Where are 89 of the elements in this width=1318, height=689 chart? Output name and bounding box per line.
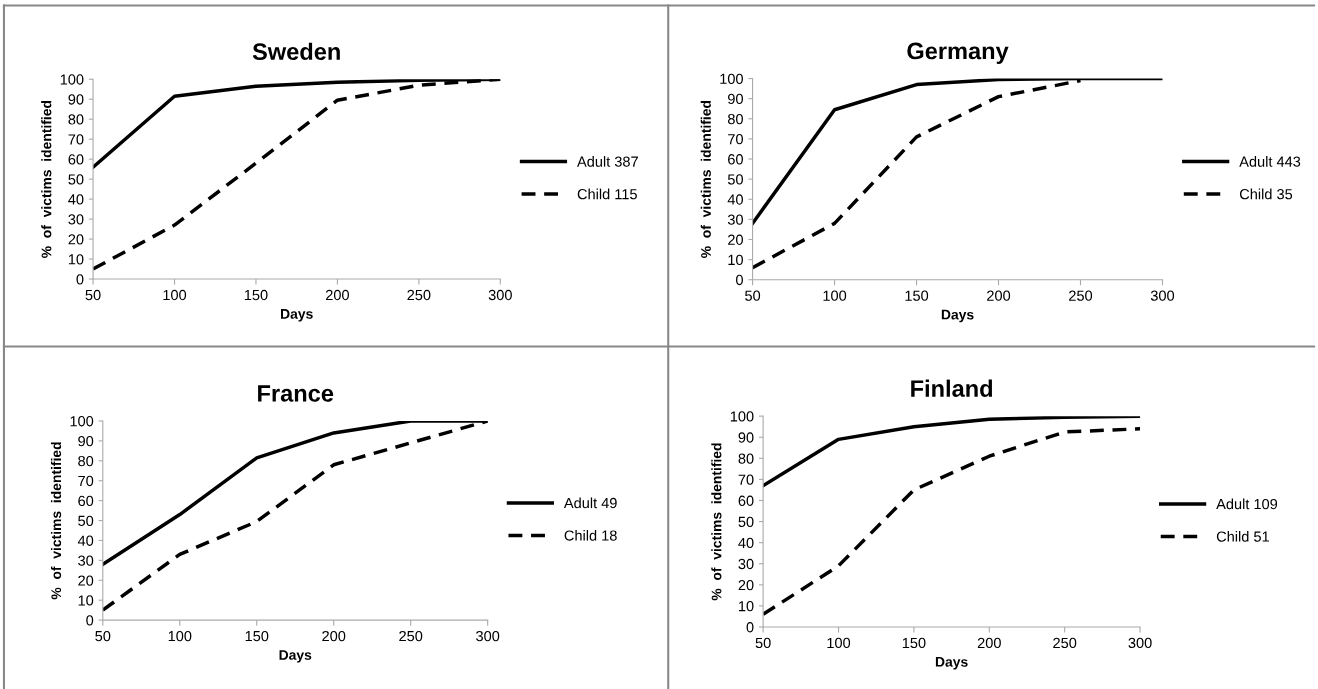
legend-label: Adult 109 xyxy=(1216,498,1278,510)
y-tick-label: 50 xyxy=(738,516,754,527)
y-tick-label: 50 xyxy=(68,174,84,185)
x-tick-label: 150 xyxy=(244,289,268,301)
y-tick-label: 70 xyxy=(78,475,94,487)
y-axis-title: % of victims identified xyxy=(711,443,722,601)
x-tick-label: 300 xyxy=(1128,637,1152,649)
y-tick-label: 0 xyxy=(86,615,94,626)
y-tick-label: 40 xyxy=(727,194,743,205)
x-tick-label: 150 xyxy=(902,637,926,649)
y-axis-title: % of victims identified xyxy=(700,100,711,258)
chart-title: Sweden xyxy=(252,42,340,61)
y-tick-label: 70 xyxy=(738,474,754,485)
x-tick-label: 200 xyxy=(325,289,349,301)
x-tick-label: 250 xyxy=(1053,637,1077,649)
x-tick-label: 200 xyxy=(322,630,346,642)
y-axis-title: % of victims identified xyxy=(41,100,52,258)
x-tick-label: 100 xyxy=(168,630,192,642)
y-tick-label: 60 xyxy=(738,495,754,506)
x-tick-label: 300 xyxy=(488,289,512,301)
y-tick-label: 100 xyxy=(70,416,94,427)
legend-label: Child 18 xyxy=(564,530,617,541)
chart-title: Finland xyxy=(911,379,993,397)
x-tick-label: 150 xyxy=(905,290,929,301)
y-tick-label: 20 xyxy=(68,234,84,245)
y-tick-label: 60 xyxy=(728,154,743,165)
y-tick-label: 20 xyxy=(728,234,743,245)
y-tick-label: 0 xyxy=(76,274,84,285)
legend-label: Adult 49 xyxy=(563,497,617,509)
y-tick-label: 90 xyxy=(78,435,94,447)
y-tick-label: 70 xyxy=(728,134,743,145)
x-tick-label: 200 xyxy=(977,637,1001,649)
y-axis-title: % of victims identified xyxy=(50,442,62,600)
legend-label: Child 51 xyxy=(1216,531,1269,542)
y-tick-label: 70 xyxy=(68,134,84,145)
y-tick-label: 50 xyxy=(727,174,743,185)
legend-label: Adult 387 xyxy=(577,156,638,167)
y-tick-label: 30 xyxy=(727,214,743,225)
y-tick-label: 10 xyxy=(728,254,743,266)
x-tick-label: 100 xyxy=(823,290,847,301)
x-tick-label: 200 xyxy=(987,290,1011,301)
x-tick-label: 50 xyxy=(95,630,111,642)
y-tick-label: 30 xyxy=(78,555,94,566)
legend-label: Adult 443 xyxy=(1239,156,1301,167)
x-axis-title: Days xyxy=(935,657,968,670)
y-tick-label: 20 xyxy=(78,575,94,586)
y-tick-label: 100 xyxy=(730,411,754,422)
legend-label: Child 35 xyxy=(1239,188,1293,200)
chart-title: Germany xyxy=(907,42,1009,64)
y-tick-label: 30 xyxy=(68,214,84,225)
x-tick-label: 50 xyxy=(755,637,771,649)
x-axis-title: Days xyxy=(281,309,313,322)
y-tick-label: 80 xyxy=(727,113,743,125)
y-tick-label: 90 xyxy=(728,93,743,105)
x-tick-label: 50 xyxy=(745,290,761,301)
y-tick-label: 50 xyxy=(78,515,94,526)
y-tick-label: 0 xyxy=(746,622,754,633)
y-tick-label: 90 xyxy=(68,94,84,105)
y-tick-label: 10 xyxy=(738,601,754,612)
legend-label: Child 115 xyxy=(577,188,637,200)
x-tick-label: 100 xyxy=(827,637,851,649)
y-tick-label: 40 xyxy=(68,194,84,205)
y-tick-label: 30 xyxy=(738,558,754,570)
x-tick-label: 250 xyxy=(1069,290,1093,301)
y-tick-label: 60 xyxy=(68,154,84,165)
x-tick-label: 250 xyxy=(407,289,431,301)
y-tick-label: 40 xyxy=(77,535,94,546)
y-tick-label: 100 xyxy=(60,74,84,85)
x-axis-title: Days xyxy=(941,309,974,323)
x-axis-title: Days xyxy=(279,650,312,663)
x-tick-label: 300 xyxy=(476,630,500,642)
y-tick-label: 90 xyxy=(738,432,754,443)
y-tick-label: 40 xyxy=(738,537,754,549)
line-series xyxy=(763,427,1141,617)
y-tick-label: 100 xyxy=(720,73,743,84)
y-tick-label: 10 xyxy=(78,595,94,606)
x-tick-label: 300 xyxy=(1150,290,1175,301)
x-tick-label: 250 xyxy=(399,630,423,642)
y-tick-label: 80 xyxy=(68,114,84,125)
x-tick-label: 150 xyxy=(245,630,269,642)
y-tick-label: 80 xyxy=(78,455,94,467)
y-tick-label: 10 xyxy=(68,254,84,265)
x-tick-label: 100 xyxy=(163,289,187,301)
y-tick-label: 20 xyxy=(738,579,754,591)
line-series xyxy=(763,416,1141,488)
chart-title: France xyxy=(258,385,334,402)
y-tick-label: 80 xyxy=(738,453,754,464)
y-tick-label: 60 xyxy=(78,495,94,507)
y-tick-label: 0 xyxy=(736,274,743,286)
